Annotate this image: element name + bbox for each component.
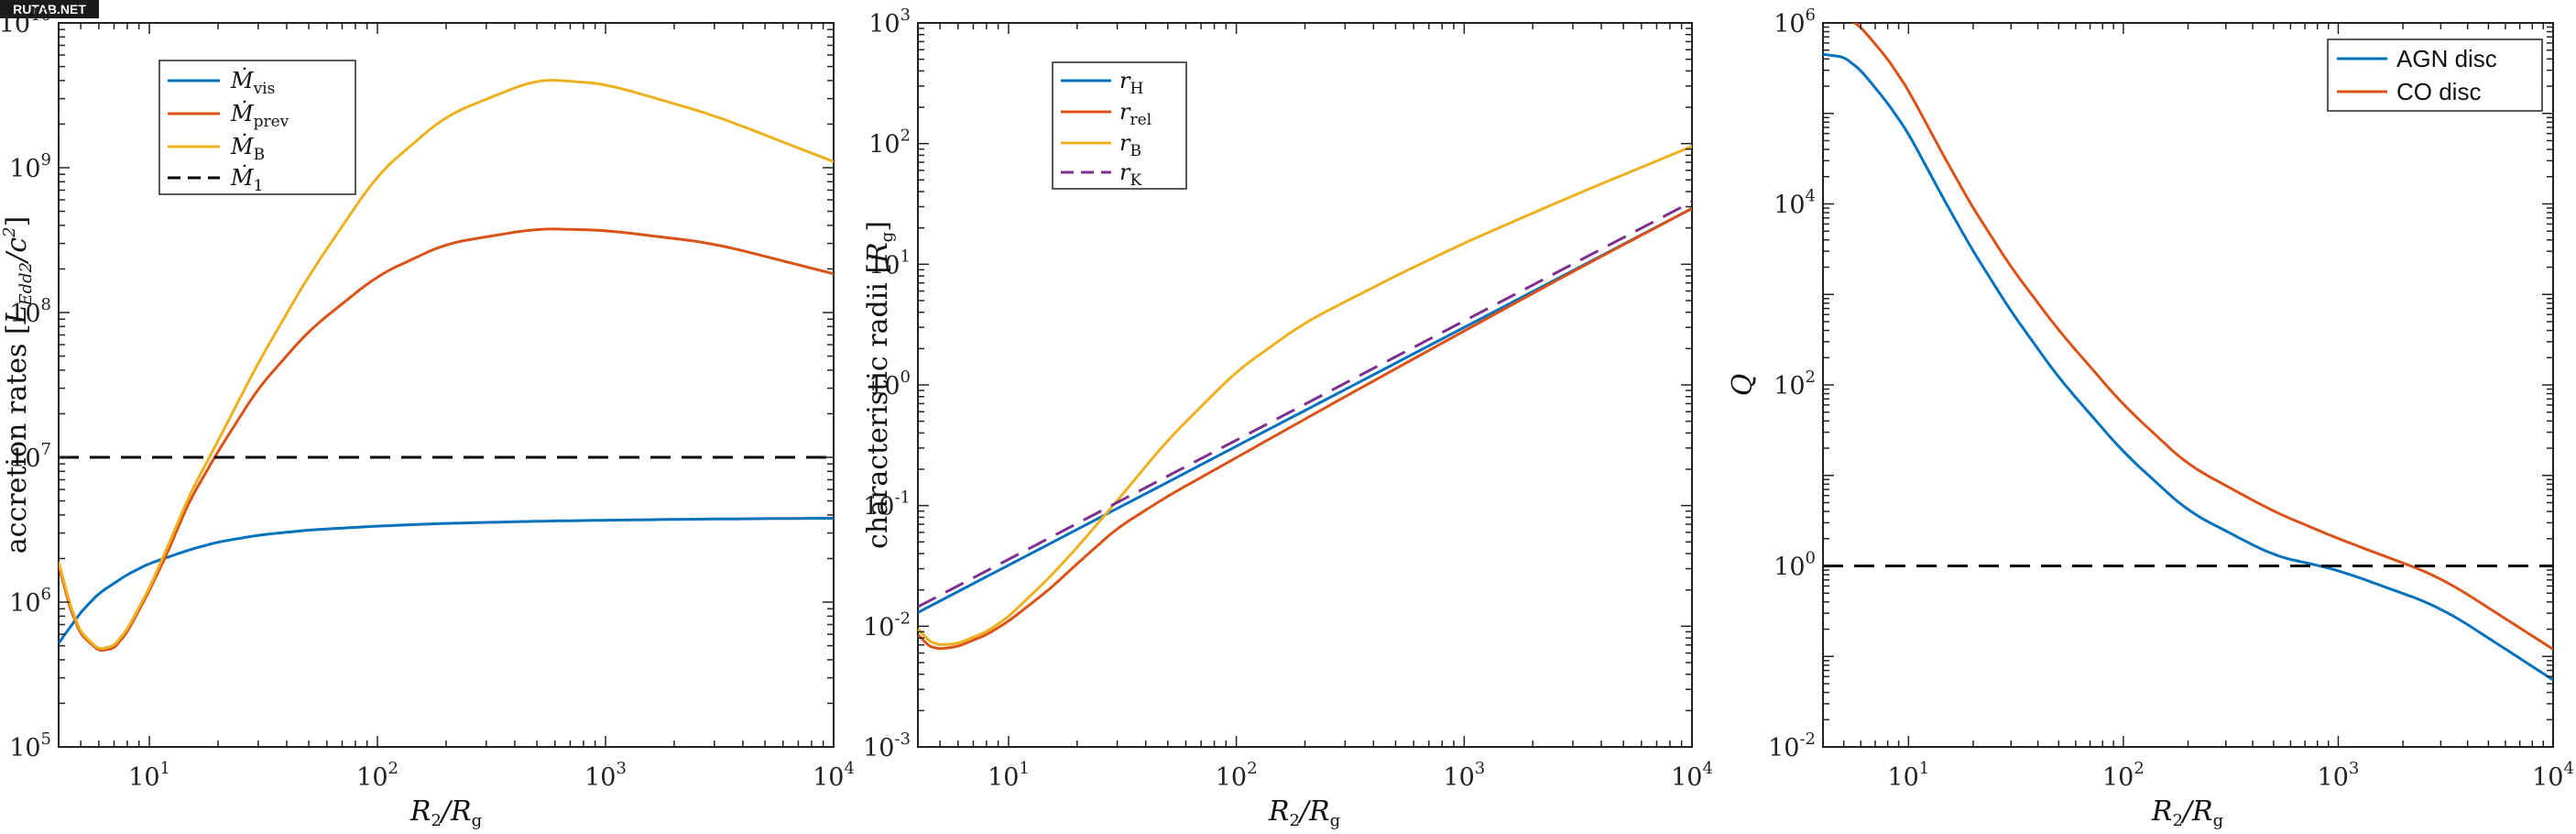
- y-tick-label: 100: [868, 368, 911, 401]
- y-tick-label: 109: [9, 150, 51, 183]
- x-tick-label: 102: [1216, 759, 1258, 792]
- legend-box-2: [1052, 61, 1187, 190]
- y-tick-label: 10-2: [863, 609, 911, 642]
- legend-box-3: [2327, 38, 2543, 112]
- y-tick-label: 102: [868, 126, 911, 159]
- series-line-2: [59, 227, 834, 653]
- y-tick-label: 104: [1774, 187, 1816, 220]
- x-tick-label: 101: [128, 759, 170, 792]
- series-line-2: [918, 207, 1692, 651]
- x-tick-label: 103: [1443, 759, 1485, 792]
- ticks-group-3: 101 102 103 104 10-2 100 102 104 106: [1768, 5, 2574, 792]
- panel-q: 101 102 103 104 10-2 100 102 104 106 Q R2/Rg AGN…: [1727, 5, 2574, 830]
- axes-frame-2: [917, 22, 1693, 748]
- legend-label-mvis: Ṁvis: [230, 67, 275, 98]
- y-tick-label: 102: [1774, 368, 1816, 401]
- ylabel-q: Q: [1727, 374, 1759, 397]
- legend-label-agn: AGN disc: [2396, 45, 2497, 72]
- x-tick-label: 103: [2318, 759, 2360, 792]
- ticks-group-1: 101 102 103 104 105 106 107 108 109 1010: [0, 5, 855, 792]
- y-tick-label: 105: [9, 730, 51, 763]
- ylabel-accretion-rates: accretion rates [LEdd2/c2]: [0, 216, 36, 554]
- x-tick-label: 104: [2532, 759, 2574, 792]
- y-tick-label: 100: [1774, 549, 1816, 582]
- x-tick-label: 104: [1671, 759, 1713, 792]
- watermark-logo: RUTAB.NET: [0, 0, 99, 18]
- series-line-4: [918, 200, 1692, 609]
- y-tick-label: 106: [1774, 5, 1816, 38]
- x-tick-label: 102: [2102, 759, 2145, 792]
- x-tick-label: 101: [1887, 759, 1929, 792]
- legend-label-co: CO disc: [2396, 78, 2481, 105]
- series-line-1: [59, 516, 834, 644]
- series-group-1: [59, 78, 834, 653]
- axes-frame-3: [1822, 22, 2554, 748]
- y-tick-label: 103: [868, 5, 911, 38]
- y-tick-label: 108: [9, 295, 51, 328]
- x-tick-label: 101: [988, 759, 1030, 792]
- x-tick-label: 102: [356, 759, 398, 792]
- panel-accretion-rates: 101 102 103 104 105 106 107 108 109 1010 accretio…: [0, 5, 855, 830]
- series-line-2: [1851, 23, 2553, 651]
- series-group-3: [1823, 23, 2553, 682]
- y-tick-label: 10-1: [863, 488, 911, 521]
- y-tick-label: 1010: [0, 5, 51, 38]
- series-line-1: [1823, 52, 2553, 682]
- series-line-3: [59, 78, 834, 651]
- panel-characteristic-radii: 101 102 103 104 10-3 10-2 10-1 100 101 102 103 cha…: [862, 5, 1713, 830]
- xlabel-2: R2/Rg: [1268, 796, 1340, 830]
- series-line-3: [918, 145, 1692, 646]
- y-tick-label: 101: [868, 247, 911, 280]
- x-tick-label: 103: [584, 759, 627, 792]
- legend-2: rH rrel rB rK: [1052, 61, 1187, 190]
- series-group-2: [918, 145, 1692, 651]
- legend-1: Ṁvis Ṁprev ṀB Ṁ1: [158, 60, 356, 195]
- xlabel-1: R2/Rg: [409, 796, 482, 830]
- xlabel-3: R2/Rg: [2151, 796, 2223, 830]
- ylabel-characteristic-radii: characteristic radii [Rg]: [862, 221, 897, 549]
- legend-box-1: [158, 60, 356, 195]
- x-tick-label: 104: [813, 759, 855, 792]
- y-tick-label: 107: [9, 440, 51, 473]
- ticks-group-2: 101 102 103 104 10-3 10-2 10-1 100 101 102 103: [863, 5, 1713, 792]
- y-tick-label: 106: [9, 585, 51, 618]
- y-tick-label: 10-3: [863, 730, 911, 763]
- y-tick-label: 10-2: [1768, 730, 1816, 763]
- legend-3: AGN disc CO disc: [2327, 38, 2543, 112]
